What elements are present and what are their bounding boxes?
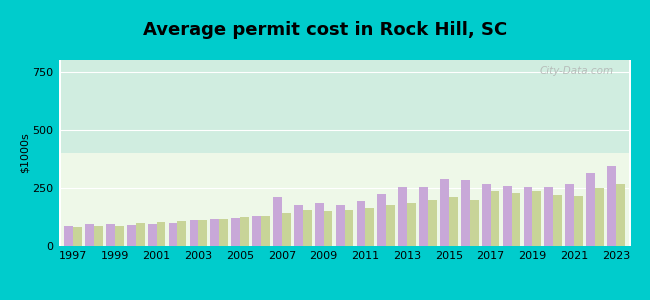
- Bar: [127, 225, 136, 246]
- Bar: [294, 205, 303, 246]
- Bar: [607, 166, 616, 246]
- Bar: [115, 226, 124, 246]
- Bar: [545, 187, 553, 246]
- Bar: [365, 208, 374, 246]
- Bar: [574, 196, 583, 246]
- Bar: [252, 216, 261, 246]
- Bar: [94, 226, 103, 246]
- Bar: [336, 205, 344, 246]
- Bar: [482, 184, 491, 246]
- Bar: [386, 205, 395, 246]
- Bar: [428, 200, 437, 246]
- Bar: [85, 224, 94, 246]
- Bar: [64, 226, 73, 246]
- Bar: [398, 187, 407, 246]
- Bar: [461, 180, 470, 246]
- Text: Average permit cost in Rock Hill, SC: Average permit cost in Rock Hill, SC: [143, 21, 507, 39]
- Bar: [261, 216, 270, 246]
- Bar: [240, 217, 249, 246]
- Bar: [198, 220, 207, 246]
- Bar: [344, 210, 353, 246]
- Text: City-Data.com: City-Data.com: [540, 66, 614, 76]
- Bar: [357, 201, 365, 246]
- Bar: [73, 227, 82, 246]
- Bar: [512, 193, 520, 246]
- Bar: [566, 184, 574, 246]
- Bar: [211, 219, 219, 246]
- Bar: [315, 203, 324, 246]
- Bar: [177, 221, 187, 246]
- Bar: [470, 200, 478, 246]
- Bar: [419, 187, 428, 246]
- Bar: [303, 210, 311, 246]
- Bar: [595, 188, 604, 246]
- Bar: [148, 224, 157, 246]
- Bar: [502, 186, 512, 246]
- Bar: [524, 187, 532, 246]
- Bar: [586, 173, 595, 246]
- Bar: [231, 218, 240, 246]
- Bar: [169, 223, 177, 246]
- Bar: [273, 197, 282, 246]
- Bar: [219, 219, 228, 246]
- Bar: [407, 203, 416, 246]
- Bar: [440, 178, 449, 246]
- Bar: [449, 197, 458, 246]
- Bar: [282, 214, 291, 246]
- Bar: [532, 191, 541, 246]
- Bar: [491, 191, 499, 246]
- Bar: [616, 184, 625, 246]
- Bar: [136, 223, 144, 246]
- Bar: [324, 211, 332, 246]
- Y-axis label: $1000s: $1000s: [20, 133, 30, 173]
- Bar: [157, 222, 165, 246]
- Bar: [553, 195, 562, 246]
- Bar: [106, 224, 115, 246]
- Bar: [378, 194, 386, 246]
- Bar: [190, 220, 198, 246]
